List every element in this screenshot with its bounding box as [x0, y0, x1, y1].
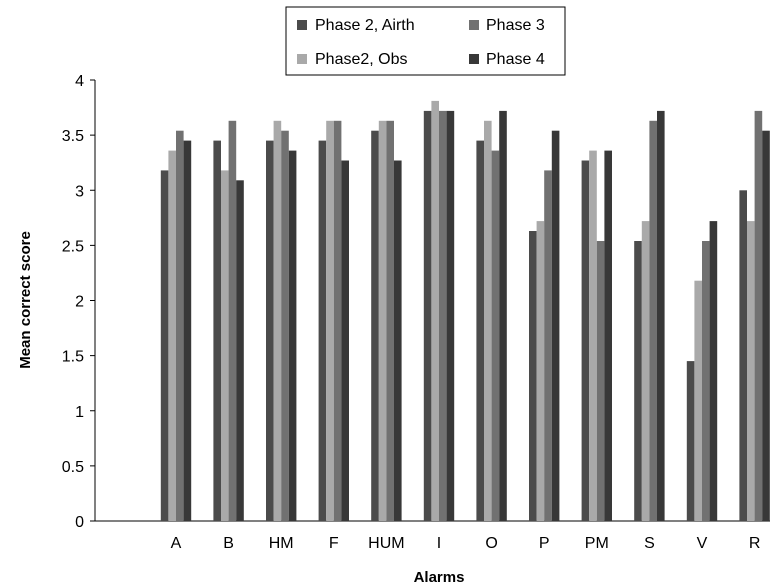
bar: [694, 280, 702, 521]
bar: [596, 241, 605, 521]
bar: [702, 241, 710, 521]
bar: [394, 160, 402, 521]
bar: [318, 140, 327, 521]
bar: [228, 120, 237, 522]
bar: [183, 140, 192, 521]
bar: [221, 170, 229, 521]
legend-swatch-phase3: [469, 20, 479, 30]
bar: [544, 170, 552, 521]
bar: [439, 110, 447, 522]
bar: [273, 120, 282, 522]
legend-label-phase4: Phase 4: [486, 51, 545, 68]
bars: [160, 100, 770, 522]
bar: [709, 221, 718, 521]
bar: [168, 150, 176, 521]
legend-label-phase3: Phase 3: [486, 17, 545, 34]
x-tick-label: O: [485, 535, 497, 552]
legend-label-phase2-obs: Phase2, Obs: [315, 51, 408, 68]
x-axis-tick-labels: A B HM F HUM I O P PM S V R: [171, 535, 761, 552]
bar: [423, 110, 432, 522]
bar: [747, 221, 755, 521]
bar: [446, 110, 455, 522]
bar: [484, 120, 492, 522]
bar: [213, 140, 221, 521]
bar: [649, 120, 657, 522]
bar: [431, 100, 439, 522]
bar: [551, 130, 560, 521]
x-tick-label: S: [644, 535, 655, 552]
bar: [686, 361, 695, 521]
legend-swatch-phase2-obs: [297, 54, 307, 64]
x-tick-label: V: [697, 535, 708, 552]
bar: [378, 120, 387, 522]
x-tick-label: PM: [585, 535, 609, 552]
x-tick-label: P: [539, 535, 550, 552]
legend: Phase 2, Airth Phase 3 Phase2, Obs Phase…: [285, 6, 566, 76]
y-axis-ticks: 0 0.5 1 1.5 2 2.5 3 3.5 4: [62, 73, 95, 531]
bar: [176, 130, 184, 521]
y-axis-title: Mean correct score: [17, 231, 34, 369]
y-tick-label: 0.5: [62, 459, 84, 476]
bar: [341, 160, 349, 521]
bar: [634, 241, 642, 521]
x-tick-label: F: [329, 535, 339, 552]
bar: [739, 190, 747, 522]
bar: [529, 231, 537, 521]
y-tick-label: 1: [75, 404, 84, 421]
bar: [581, 160, 590, 521]
legend-swatch-phase4: [469, 54, 479, 64]
x-tick-label: B: [223, 535, 234, 552]
bar: [236, 180, 244, 522]
y-tick-label: 0: [75, 514, 84, 531]
y-tick-label: 4: [75, 73, 84, 90]
bar: [333, 120, 342, 522]
bar: [371, 130, 379, 521]
y-tick-label: 3: [75, 183, 84, 200]
x-tick-label: HUM: [368, 535, 404, 552]
bar: [476, 140, 484, 521]
legend-frame: [285, 6, 566, 76]
y-tick-label: 1.5: [62, 349, 84, 366]
y-tick-label: 2: [75, 294, 84, 311]
x-tick-label: I: [437, 535, 441, 552]
legend-swatch-phase2-airth: [297, 20, 307, 30]
x-axis-title: Alarms: [414, 569, 465, 586]
bar: [326, 120, 334, 522]
x-tick-label: R: [749, 535, 761, 552]
bar: [288, 150, 297, 521]
y-tick-label: 2.5: [62, 238, 84, 255]
y-tick-label: 3.5: [62, 128, 84, 145]
bar: [386, 120, 394, 522]
bar: [281, 130, 289, 521]
bar: [589, 150, 597, 521]
bar: [641, 221, 650, 521]
bar: [160, 170, 169, 521]
bar: [657, 110, 665, 522]
bar: [266, 140, 274, 521]
bar: [604, 150, 612, 521]
bar: [762, 130, 770, 521]
bar: [499, 110, 507, 522]
x-tick-label: HM: [269, 535, 294, 552]
bar: [491, 150, 500, 521]
x-tick-label: A: [171, 535, 182, 552]
bar: [536, 221, 545, 521]
legend-label-phase2-airth: Phase 2, Airth: [315, 17, 415, 34]
bar: [754, 110, 763, 522]
